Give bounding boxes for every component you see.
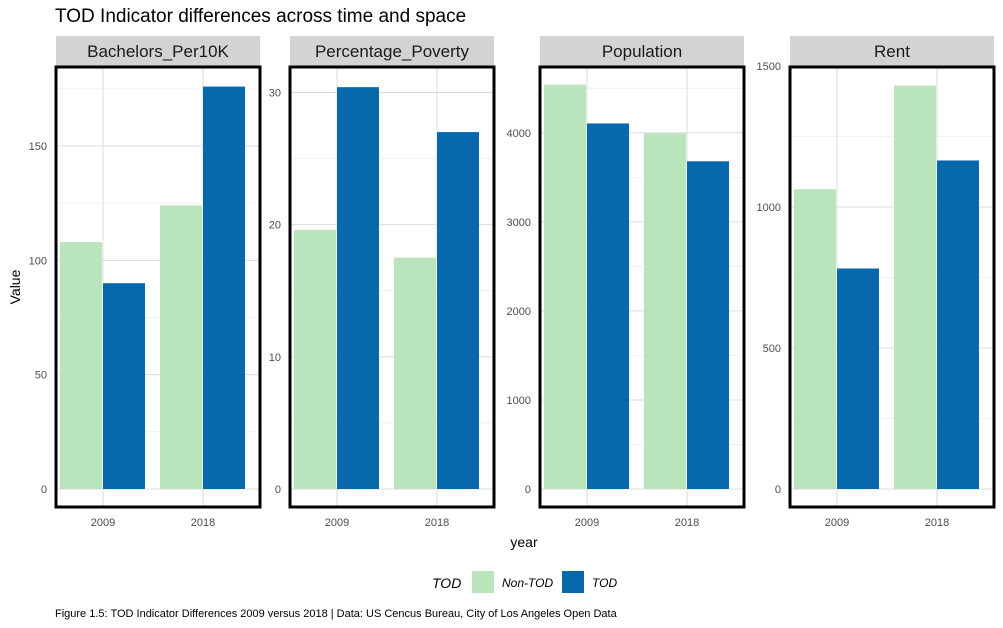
y-tick-label: 20 (269, 220, 281, 232)
y-tick-label: 30 (269, 87, 281, 99)
bar-rent-tod-2018 (937, 160, 979, 489)
legend-label-tod: TOD (592, 576, 617, 590)
bar-percentage_poverty-tod-2009 (337, 87, 379, 490)
bar-bachelors_per10k-non-tod-2018 (160, 205, 202, 489)
facet-panel-border (788, 65, 996, 509)
x-axis-title: year (510, 534, 538, 550)
x-tick-label: 2018 (425, 517, 449, 529)
bar-population-tod-2009 (587, 123, 629, 489)
facet-strip-2 (540, 36, 744, 66)
y-tick-label: 4000 (507, 128, 531, 140)
facet-panel-border (538, 65, 746, 509)
y-tick-label: 3000 (507, 217, 531, 229)
x-tick-label: 2009 (325, 517, 349, 529)
bar-bachelors_per10k-tod-2009 (103, 283, 145, 489)
bar-percentage_poverty-tod-2018 (437, 132, 479, 489)
facet-panel-border (54, 65, 262, 509)
chart-title: TOD Indicator differences across time an… (55, 6, 467, 27)
bar-percentage_poverty-non-tod-2009 (294, 229, 336, 489)
y-tick-label: 0 (775, 484, 781, 496)
facet-strip-1 (290, 36, 494, 66)
y-tick-label: 10 (269, 352, 281, 364)
y-tick-label: 1000 (757, 202, 781, 214)
y-tick-label: 0 (525, 484, 531, 496)
bar-population-non-tod-2009 (544, 84, 586, 489)
x-tick-label: 2018 (925, 517, 949, 529)
y-axis-title: Value (7, 269, 23, 304)
facet-label-rent: Rent (874, 42, 910, 61)
figure-caption: Figure 1.5: TOD Indicator Differences 20… (55, 608, 617, 620)
bar-population-tod-2018 (687, 161, 729, 489)
x-tick-label: 2018 (675, 517, 699, 529)
legend-swatch-tod (562, 571, 584, 593)
y-tick-label: 0 (275, 484, 281, 496)
y-tick-label: 1500 (757, 61, 781, 73)
y-tick-label: 2000 (507, 306, 531, 318)
facet-label-population: Population (602, 42, 682, 61)
y-tick-label: 150 (29, 141, 47, 153)
facet-strip-0 (56, 36, 260, 66)
bar-rent-non-tod-2018 (894, 85, 936, 490)
facet-label-bachelors_per10k: Bachelors_Per10K (87, 42, 229, 61)
facet-panel-border (288, 65, 496, 509)
x-tick-label: 2018 (191, 517, 215, 529)
facet-strip-3 (790, 36, 994, 66)
legend-label-non-tod: Non-TOD (502, 576, 553, 590)
facet-label-percentage_poverty: Percentage_Poverty (315, 42, 470, 61)
bar-population-non-tod-2018 (644, 133, 686, 489)
bar-rent-non-tod-2009 (794, 189, 836, 489)
bar-bachelors_per10k-tod-2018 (203, 86, 245, 490)
y-tick-label: 0 (41, 484, 47, 496)
x-tick-label: 2009 (575, 517, 599, 529)
legend-swatch-non-tod (472, 571, 494, 593)
bar-bachelors_per10k-non-tod-2009 (60, 242, 102, 489)
x-tick-label: 2009 (91, 517, 115, 529)
y-tick-label: 1000 (507, 395, 531, 407)
y-tick-label: 500 (763, 343, 781, 355)
y-tick-label: 100 (29, 255, 47, 267)
legend-title: TOD (432, 575, 461, 591)
x-tick-label: 2009 (825, 517, 849, 529)
y-tick-label: 50 (35, 370, 47, 382)
bar-rent-tod-2009 (837, 268, 879, 489)
bar-percentage_poverty-non-tod-2018 (394, 257, 436, 489)
